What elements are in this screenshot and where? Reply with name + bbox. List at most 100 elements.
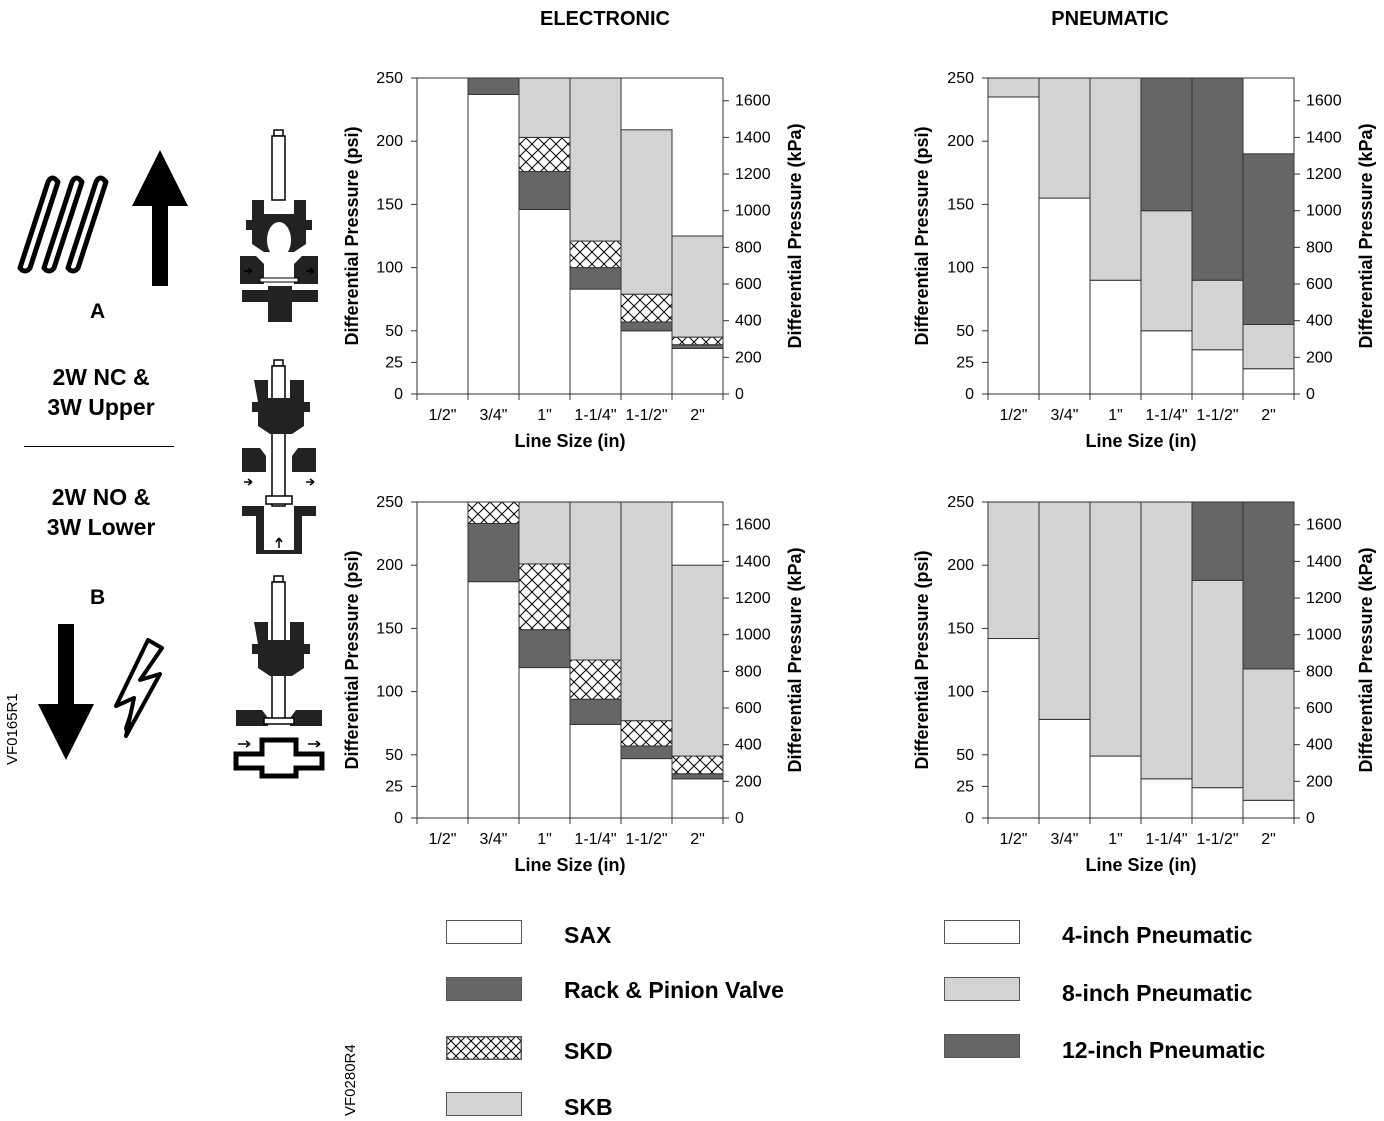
x-tick-label: 1-1/4" <box>1145 831 1187 848</box>
electronic-upper-chart: 0 25 50 100 150 200 250 0 200 400 600 800 1000 1200 14… <box>342 70 805 451</box>
bar-skd-3 <box>569 240 622 269</box>
bar-rack_pinion-2 <box>518 629 571 669</box>
y-tick-label: 250 <box>947 494 974 511</box>
x-tick-label: 1" <box>1108 407 1123 424</box>
valve-3w-icon <box>242 359 316 554</box>
y-tick-label: 250 <box>947 70 974 87</box>
bar-skb-4 <box>620 129 673 295</box>
y2-tick-label: 0 <box>1306 810 1315 827</box>
x-tick-label: 1" <box>537 831 552 848</box>
x-tick-label: 1-1/2" <box>625 831 667 848</box>
lightning-icon <box>114 638 164 738</box>
y2-tick-label: 800 <box>1306 239 1333 256</box>
condition-upper-label: 2W NC & 3W Upper <box>47 364 155 420</box>
y2-tick-label: 400 <box>735 737 762 754</box>
bar-sax-3 <box>569 723 622 819</box>
y2-tick-label: 0 <box>735 386 744 403</box>
legend-swatch-8in <box>944 977 1020 1001</box>
x-tick-label: 1-1/4" <box>574 407 616 424</box>
y-axis-title: Differential Pressure (psi) <box>342 126 362 345</box>
bar-p4-4 <box>1191 787 1244 819</box>
y2-tick-label: 600 <box>735 700 762 717</box>
left-figure-code: VF0165R1 <box>4 693 21 765</box>
condition-lower-label: 2W NO & 3W Lower <box>46 484 156 540</box>
y-tick-label: 200 <box>947 133 974 150</box>
bar-rack_pinion-3 <box>569 267 622 290</box>
bar-rack_pinion-5 <box>671 773 724 780</box>
bar-rack_pinion-4 <box>620 321 673 332</box>
bar-p4-2 <box>1089 279 1142 395</box>
y2-tick-label: 1600 <box>735 93 771 110</box>
bar-skd-3 <box>569 659 622 700</box>
bar-p4-2 <box>1089 755 1142 819</box>
legend-label-12in: 12-inch Pneumatic <box>1062 1037 1266 1063</box>
y2-tick-label: 1000 <box>735 627 771 644</box>
y2-tick-label: 400 <box>1306 737 1333 754</box>
legend-swatch-12in <box>944 1034 1020 1058</box>
bar-p8-0 <box>987 501 1040 640</box>
legend-swatch-skd <box>446 1036 522 1060</box>
y-tick-label: 0 <box>965 386 974 403</box>
bar-rack_pinion-3 <box>569 698 622 725</box>
pneumatic-upper-chart: 0 25 50 100 150 200 250 0 200 400 600 800 1000 1200 14… <box>912 70 1376 451</box>
bar-skb-3 <box>569 501 622 661</box>
y2-tick-label: 600 <box>1306 700 1333 717</box>
y2-axis-title: Differential Pressure (kPa) <box>785 123 805 348</box>
bar-p8-3 <box>1140 501 1193 780</box>
bar-p4-5 <box>1242 799 1295 819</box>
bar-sax-4 <box>620 758 673 819</box>
y2-tick-label: 1400 <box>735 129 771 146</box>
y2-tick-label: 1400 <box>1306 129 1342 146</box>
x-tick-label: 2" <box>1261 831 1276 848</box>
y2-tick-label: 1200 <box>735 166 771 183</box>
bar-p8-2 <box>1089 501 1142 757</box>
bar-p8-2 <box>1089 77 1142 281</box>
bar-sax-5 <box>671 778 724 819</box>
bar-p8-5 <box>1242 668 1295 801</box>
y2-tick-label: 800 <box>735 663 762 680</box>
y2-tick-label: 600 <box>735 276 762 293</box>
x-tick-label: 1-1/2" <box>625 407 667 424</box>
bar-sax-5 <box>671 347 724 395</box>
bar-p4-0 <box>987 638 1040 819</box>
x-tick-label: 1-1/4" <box>1145 407 1187 424</box>
y2-tick-label: 1400 <box>735 553 771 570</box>
electronic-lower-chart: 0 25 50 100 150 200 250 0 200 400 600 800 1000 1200 14… <box>342 494 805 875</box>
bar-p12-4 <box>1191 501 1244 581</box>
y2-tick-label: 1600 <box>1306 93 1342 110</box>
y-tick-label: 150 <box>947 620 974 637</box>
label-a: A <box>90 300 106 323</box>
x-tick-label: 1" <box>537 407 552 424</box>
bar-p8-5 <box>1242 323 1295 370</box>
y2-tick-label: 1000 <box>735 203 771 220</box>
legend-label-rack-pinion: Rack & Pinion Valve <box>564 977 784 1003</box>
bar-sax-2 <box>518 667 571 819</box>
y2-tick-label: 400 <box>735 313 762 330</box>
legend-swatch-rack-pinion <box>446 977 522 1001</box>
bar-skd-2 <box>518 136 571 173</box>
bar-rack_pinion-5 <box>671 344 724 349</box>
bar-p12-3 <box>1140 77 1193 212</box>
y-tick-label: 25 <box>385 354 403 371</box>
y-tick-label: 100 <box>947 260 974 277</box>
x-tick-label: 1/2" <box>429 407 457 424</box>
y2-tick-label: 0 <box>1306 386 1315 403</box>
bar-rack_pinion-4 <box>620 745 673 760</box>
y-tick-label: 50 <box>956 323 974 340</box>
valve-2w-nc-icon <box>240 129 318 322</box>
bottom-figure-code: VF0280R4 <box>342 1044 359 1116</box>
bar-sax-3 <box>569 288 622 395</box>
bar-p8-4 <box>1191 279 1244 351</box>
label-b: B <box>90 586 106 609</box>
pneumatic-lower-chart: 0 25 50 100 150 200 250 0 200 400 600 800 1000 1200 14… <box>912 494 1376 875</box>
y-tick-label: 100 <box>376 260 403 277</box>
x-axis-title: Line Size (in) <box>1085 855 1196 875</box>
y-tick-label: 200 <box>376 557 403 574</box>
arrow-up-icon <box>132 150 188 286</box>
x-axis-title: Line Size (in) <box>514 855 625 875</box>
x-tick-label: 2" <box>1261 407 1276 424</box>
bar-sax-1 <box>467 581 520 819</box>
bar-p8-4 <box>1191 579 1244 789</box>
y-tick-label: 150 <box>376 620 403 637</box>
y2-tick-label: 1000 <box>1306 627 1342 644</box>
